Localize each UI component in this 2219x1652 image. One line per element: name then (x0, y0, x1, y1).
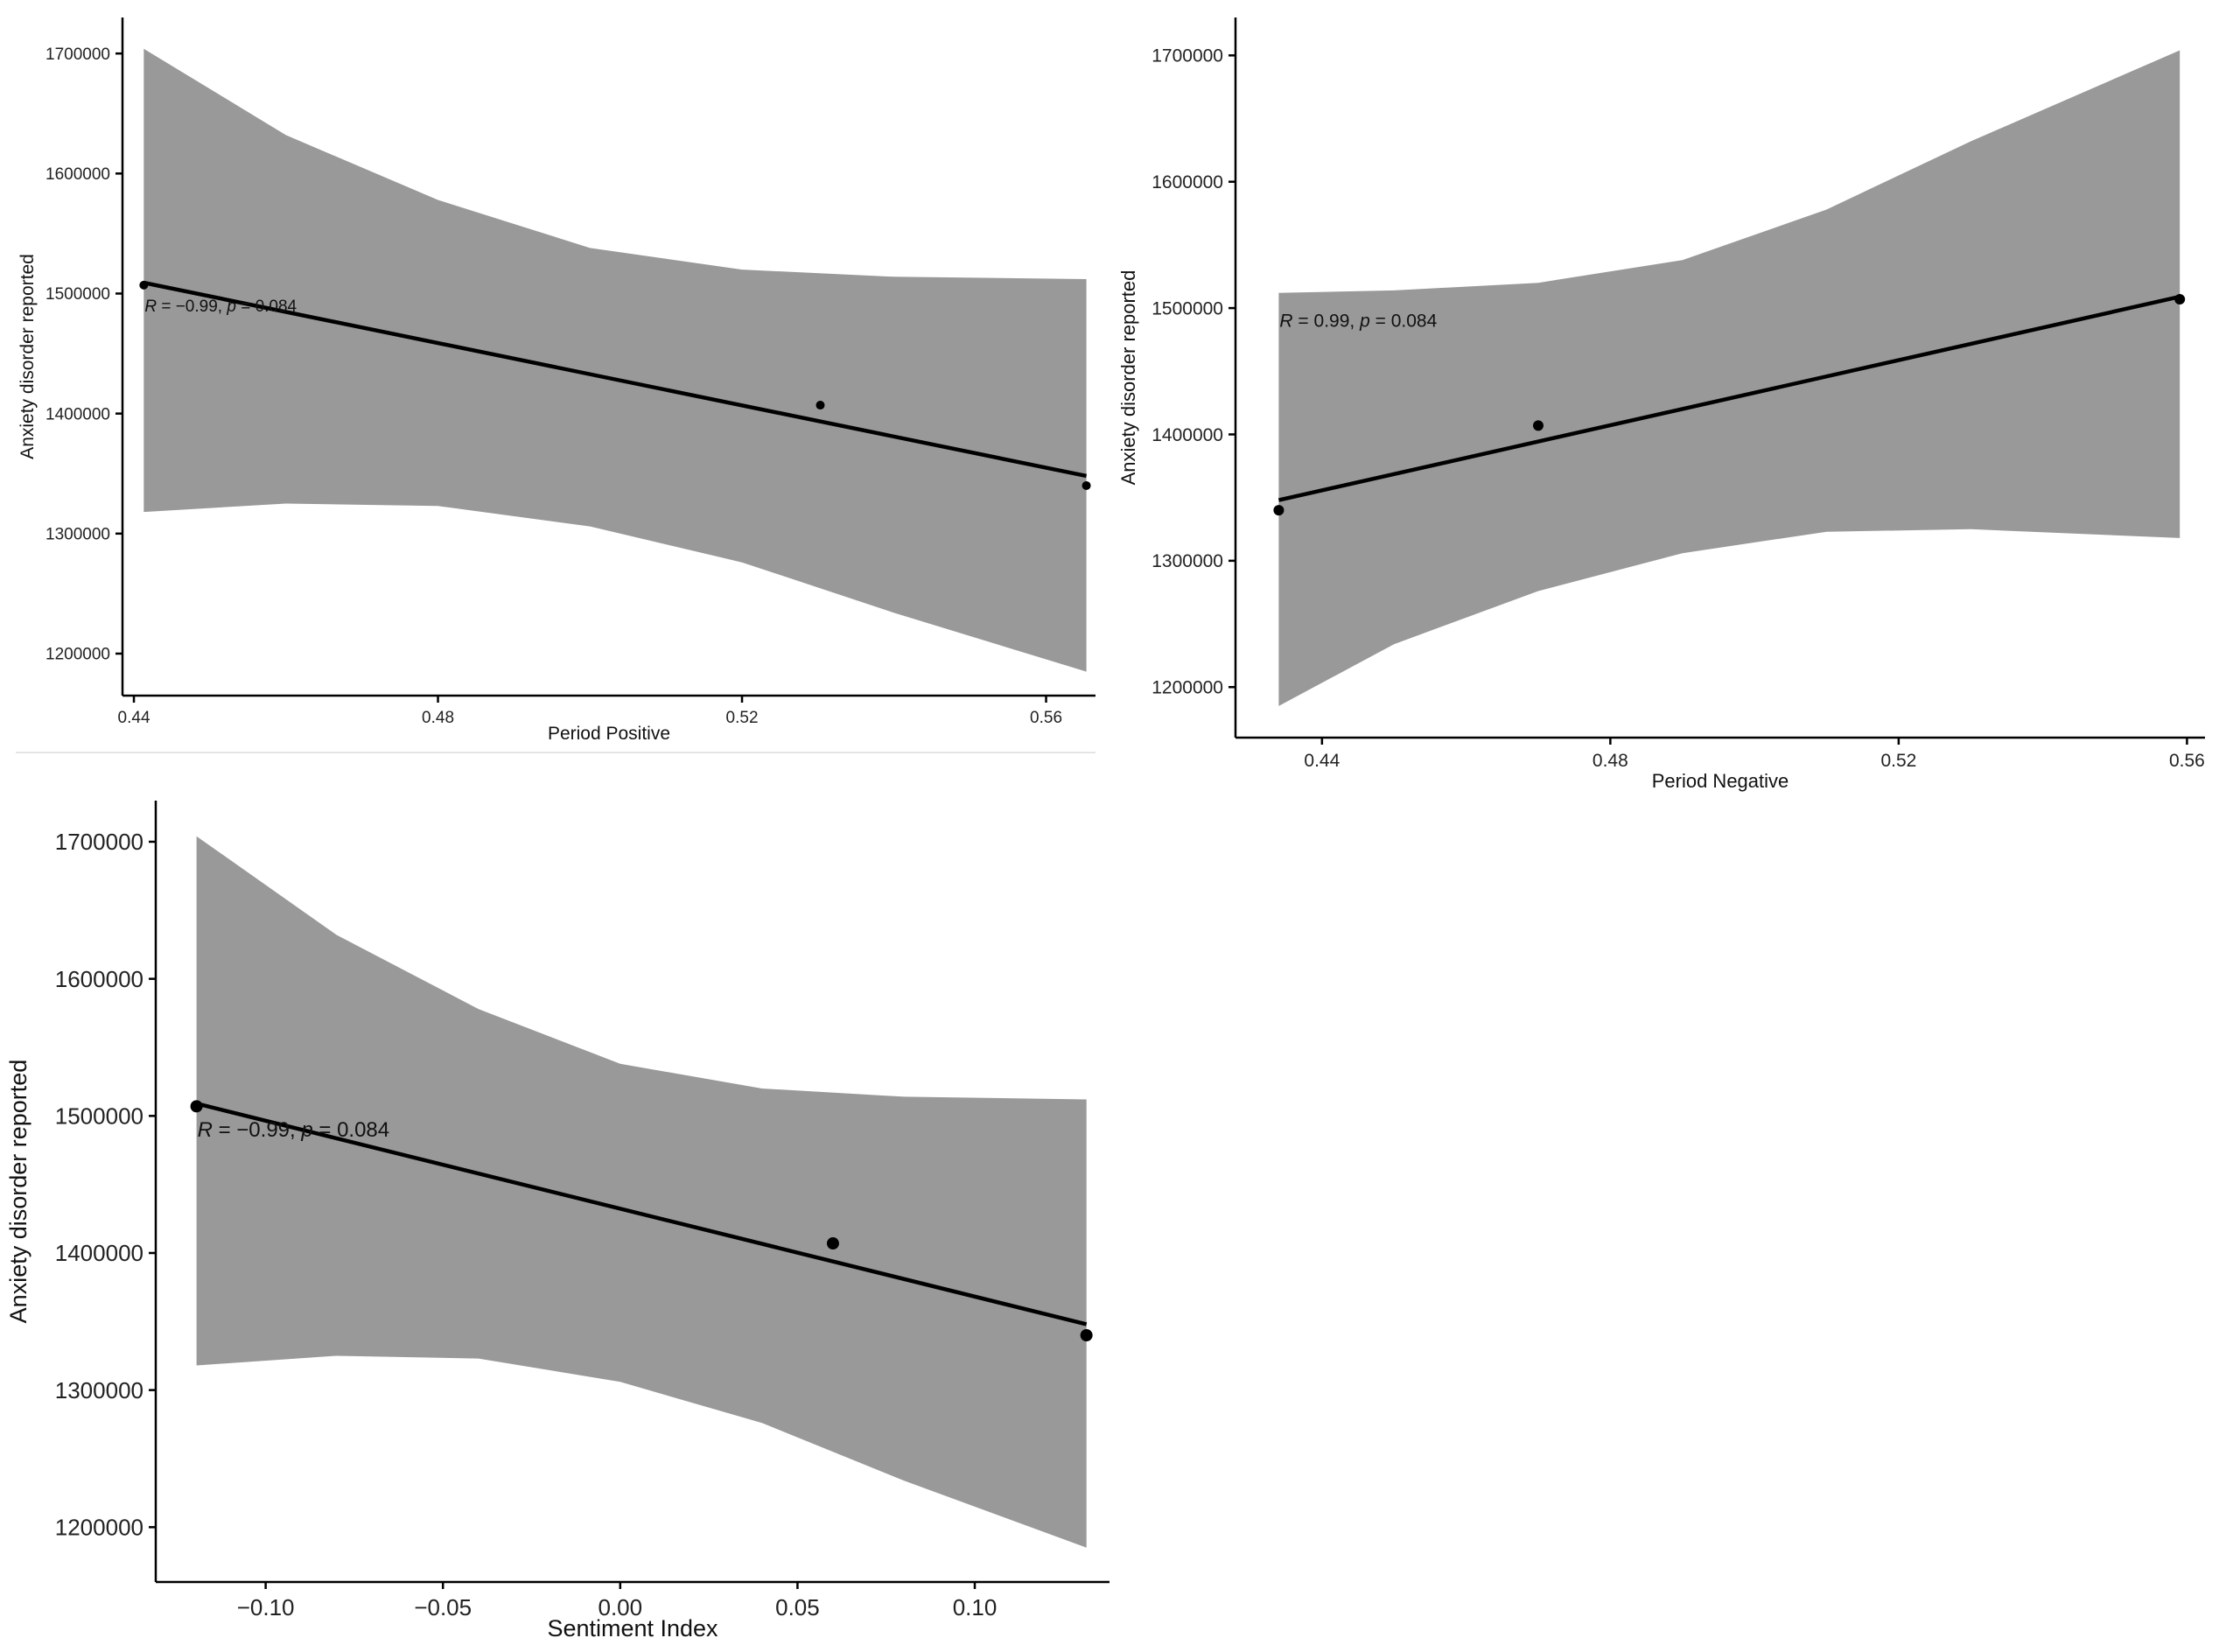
y-tick-label: 1500000 (55, 1102, 144, 1129)
x-tick-label: 0.56 (1030, 709, 1062, 727)
y-tick-label: 1300000 (1152, 551, 1223, 571)
data-point (1082, 480, 1091, 490)
y-tick-label: 1700000 (46, 46, 110, 64)
confidence-band (144, 48, 1087, 672)
x-tick-label: 0.44 (1304, 751, 1340, 771)
correlation-annotation: R = −0.99, p = 0.084 (144, 298, 297, 316)
y-tick-label: 1300000 (55, 1377, 144, 1404)
y-tick-label: 1200000 (55, 1514, 144, 1540)
annotation-part: R (144, 298, 157, 316)
x-tick-label: 0.56 (2169, 751, 2205, 771)
y-tick-label: 1400000 (1152, 425, 1223, 445)
x-axis-title: Period Positive (548, 724, 670, 744)
y-axis-title: Anxiety disorder reported (5, 1060, 32, 1324)
correlation-annotation: R = 0.99, p = 0.084 (1279, 312, 1437, 332)
x-tick-label: 0.48 (422, 709, 454, 727)
y-axis-title: Anxiety disorder reported (1117, 270, 1139, 486)
y-tick-label: 1400000 (46, 405, 110, 424)
data-point (190, 1100, 203, 1113)
y-tick-label: 1600000 (1152, 172, 1223, 192)
regression-line (1278, 294, 2180, 502)
chart-top-left: 1200000 1300000 1400000 1500000 1600000 17000… (18, 18, 1096, 744)
annotation-part: = 0.99, (1293, 312, 1360, 332)
x-tick-label: 0.10 (953, 1594, 998, 1620)
data-point (2174, 293, 2186, 304)
annotation-part: p (300, 1118, 312, 1142)
y-tick-label: 1500000 (46, 285, 110, 304)
y-tick-label: 1300000 (46, 525, 110, 543)
confidence-band (196, 836, 1087, 1548)
annotation-part: = 0.084 (1370, 312, 1438, 332)
annotation-part: R (198, 1118, 213, 1142)
data-point (1080, 1329, 1093, 1341)
annotation-part: p (1359, 312, 1370, 332)
chart-top-right: 1200000 1300000 1400000 1500000 1600000 17000… (1117, 18, 2205, 792)
data-point (1532, 420, 1544, 431)
annotation-part: = −0.99, (213, 1118, 301, 1142)
x-tick-label: −0.05 (414, 1594, 472, 1620)
annotation-part: p (226, 298, 236, 316)
regression-line (143, 280, 1088, 479)
y-tick-label: 1400000 (55, 1240, 144, 1266)
x-tick-label: −0.10 (237, 1594, 295, 1620)
y-axis-title: Anxiety disorder reported (18, 254, 38, 459)
data-point (816, 401, 825, 410)
y-tick-label: 1700000 (1152, 46, 1223, 66)
x-tick-label: 0.52 (1880, 751, 1916, 771)
y-tick-label: 1200000 (1152, 678, 1223, 698)
data-point (1273, 505, 1284, 516)
correlation-annotation: R = −0.99, p = 0.084 (198, 1118, 390, 1142)
x-axis-title: Sentiment Index (547, 1615, 718, 1642)
x-tick-label: 0.48 (1592, 751, 1628, 771)
annotation-part: = 0.084 (313, 1118, 389, 1142)
data-point (826, 1237, 839, 1250)
y-tick-label: 1600000 (55, 966, 144, 992)
x-tick-label: 0.00 (598, 1594, 643, 1620)
y-tick-label: 1700000 (55, 829, 144, 855)
annotation-part: = −0.99, (157, 298, 227, 316)
x-axis-title: Period Negative (1652, 770, 1789, 792)
y-tick-label: 1600000 (46, 165, 110, 184)
x-tick-label: 0.52 (726, 709, 759, 727)
x-tick-label: 0.44 (118, 709, 150, 727)
annotation-part: = 0.084 (236, 298, 298, 316)
annotation-part: R (1279, 312, 1292, 332)
chart-bottom-left: 1200000 1300000 1400000 1500000 1600000 17000… (5, 801, 1110, 1642)
regression-line (196, 1102, 1088, 1326)
y-tick-label: 1500000 (1152, 298, 1223, 318)
confidence-band (1278, 50, 2180, 706)
y-tick-label: 1200000 (46, 646, 110, 664)
data-point (139, 280, 149, 290)
x-tick-label: 0.05 (775, 1594, 820, 1620)
